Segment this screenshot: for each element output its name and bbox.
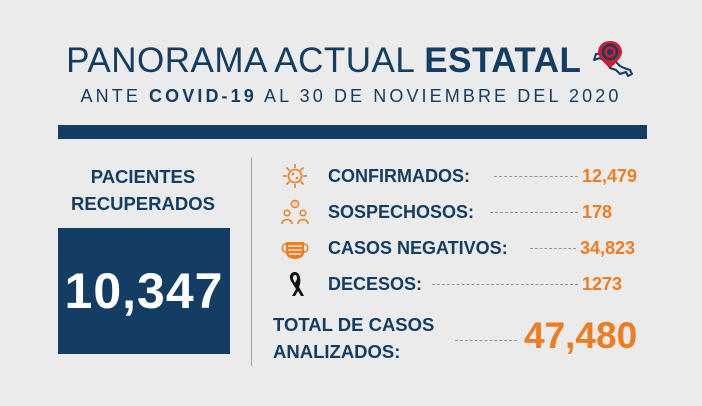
subtitle-pre: ANTE	[80, 86, 141, 106]
title-light: PANORAMA ACTUAL	[66, 41, 415, 80]
svg-text:?: ?	[294, 202, 297, 208]
dotted-leader	[494, 176, 578, 177]
page-title: PANORAMA ACTUAL ESTATAL	[66, 41, 581, 81]
mask-icon	[281, 242, 309, 259]
title-bold: ESTATAL	[424, 41, 582, 80]
stat-label: CONFIRMADOS:	[328, 166, 470, 186]
virus-icon	[283, 164, 307, 188]
subtitle: ANTE COVID-19 AL 30 DE NOVIEMBRE DEL 202…	[0, 86, 702, 107]
mourning-ribbon-icon	[290, 272, 304, 296]
suspects-icon: ?	[281, 199, 309, 225]
recovered-label-line1: PACIENTES	[90, 166, 196, 187]
vertical-divider	[251, 158, 252, 366]
total-label-line2: ANALIZADOS:	[273, 341, 401, 362]
dotted-leader	[432, 284, 578, 285]
stat-label: DECESOS:	[328, 274, 423, 294]
stat-value: 12,479	[582, 166, 638, 186]
total-value: 47,480	[524, 315, 638, 356]
dotted-leader	[455, 340, 517, 341]
recovered-label-line2: RECUPERADOS	[71, 193, 215, 214]
stat-row-confirmed: CONFIRMADOS: 12,479	[280, 163, 650, 189]
stat-value: 34,823	[580, 238, 636, 258]
stat-row-deaths: DECESOS: 1273	[280, 271, 650, 297]
stat-value: 178	[582, 202, 613, 222]
dotted-leader	[490, 212, 578, 213]
header: PANORAMA ACTUAL ESTATAL	[0, 38, 702, 84]
stat-label: SOSPECHOSOS:	[328, 202, 475, 222]
recovered-label: PACIENTES RECUPERADOS	[58, 163, 228, 217]
mexico-map-pin-icon	[592, 41, 633, 77]
stat-row-negatives: CASOS NEGATIVOS: 34,823	[280, 235, 650, 261]
dotted-leader	[530, 248, 576, 249]
recovered-value-box: 10,347	[58, 228, 230, 354]
subtitle-covid: COVID-19	[149, 86, 257, 106]
total-label-line1: TOTAL DE CASOS	[273, 314, 435, 335]
stat-label: CASOS NEGATIVOS:	[328, 238, 508, 258]
header-divider-bar	[58, 125, 647, 139]
stat-row-suspects: ? SOSPECHOSOS: 178	[280, 199, 650, 225]
subtitle-date: AL 30 DE NOVIEMBRE DEL 2020	[263, 86, 622, 106]
stat-value: 1273	[582, 274, 623, 294]
recovered-value: 10,347	[64, 263, 224, 319]
total-label: TOTAL DE CASOS ANALIZADOS:	[273, 311, 434, 365]
